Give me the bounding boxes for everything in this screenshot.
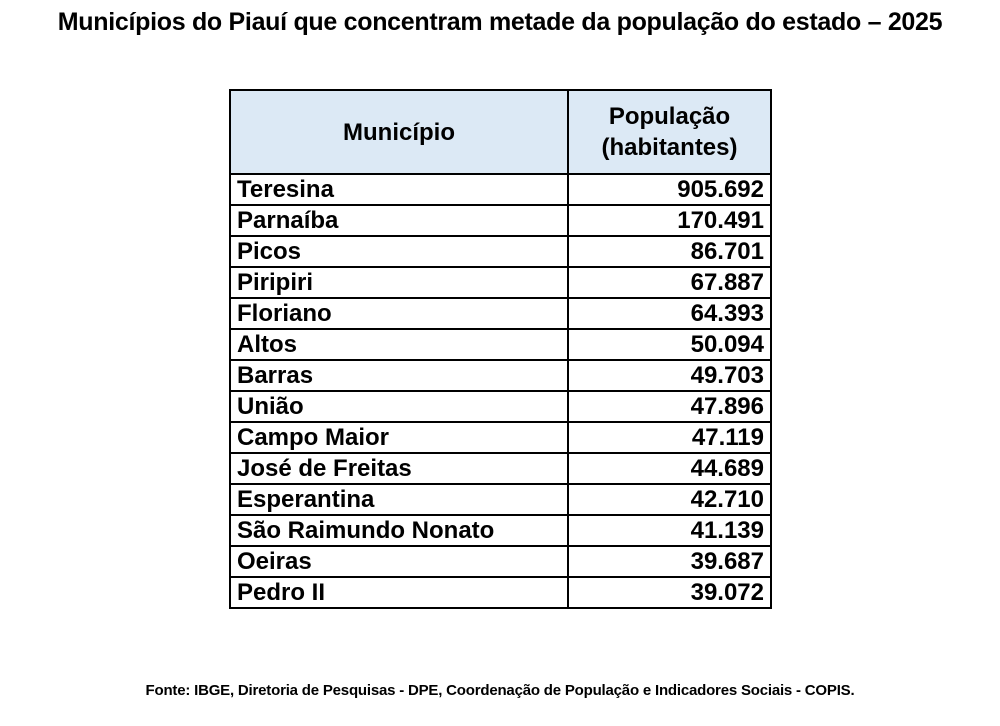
table-row: Piripiri 67.887 — [229, 266, 772, 299]
source-note: Fonte: IBGE, Diretoria de Pesquisas - DP… — [145, 682, 855, 699]
header-populacao-line2: (habitantes) — [601, 134, 738, 161]
cell-populacao: 170.491 — [567, 204, 772, 237]
cell-populacao: 41.139 — [567, 514, 772, 547]
table-row: Campo Maior 47.119 — [229, 421, 772, 454]
cell-populacao: 47.119 — [567, 421, 772, 454]
cell-populacao: 44.689 — [567, 452, 772, 485]
cell-populacao: 39.072 — [567, 576, 772, 609]
table-row: Esperantina 42.710 — [229, 483, 772, 516]
table-row: União 47.896 — [229, 390, 772, 423]
cell-municipio: Oeiras — [229, 545, 569, 578]
cell-populacao: 42.710 — [567, 483, 772, 516]
cell-populacao: 47.896 — [567, 390, 772, 423]
cell-municipio: União — [229, 390, 569, 423]
cell-populacao: 39.687 — [567, 545, 772, 578]
population-table-container: Município População (habitantes) Teresin… — [229, 89, 772, 609]
table-header-row: Município População (habitantes) — [229, 89, 772, 175]
header-populacao: População (habitantes) — [567, 89, 772, 175]
cell-municipio: José de Freitas — [229, 452, 569, 485]
table-row: Floriano 64.393 — [229, 297, 772, 330]
population-table: Município População (habitantes) Teresin… — [229, 89, 772, 609]
header-populacao-line1: População — [608, 103, 731, 130]
cell-municipio: Floriano — [229, 297, 569, 330]
cell-populacao: 49.703 — [567, 359, 772, 392]
cell-populacao: 50.094 — [567, 328, 772, 361]
cell-municipio: São Raimundo Nonato — [229, 514, 569, 547]
cell-municipio: Piripiri — [229, 266, 569, 299]
page-title: Municípios do Piauí que concentram metad… — [57, 8, 943, 36]
table-row: São Raimundo Nonato 41.139 — [229, 514, 772, 547]
cell-municipio: Teresina — [229, 173, 569, 206]
cell-municipio: Picos — [229, 235, 569, 268]
table-row: Teresina 905.692 — [229, 173, 772, 206]
cell-populacao: 86.701 — [567, 235, 772, 268]
cell-municipio: Barras — [229, 359, 569, 392]
header-municipio: Município — [229, 89, 569, 175]
table-row: Barras 49.703 — [229, 359, 772, 392]
table-row: José de Freitas 44.689 — [229, 452, 772, 485]
table-row: Oeiras 39.687 — [229, 545, 772, 578]
cell-municipio: Pedro II — [229, 576, 569, 609]
cell-populacao: 905.692 — [567, 173, 772, 206]
table-row: Picos 86.701 — [229, 235, 772, 268]
cell-populacao: 64.393 — [567, 297, 772, 330]
cell-populacao: 67.887 — [567, 266, 772, 299]
cell-municipio: Esperantina — [229, 483, 569, 516]
table-row: Altos 50.094 — [229, 328, 772, 361]
cell-municipio: Campo Maior — [229, 421, 569, 454]
table-row: Pedro II 39.072 — [229, 576, 772, 609]
table-row: Parnaíba 170.491 — [229, 204, 772, 237]
cell-municipio: Parnaíba — [229, 204, 569, 237]
cell-municipio: Altos — [229, 328, 569, 361]
